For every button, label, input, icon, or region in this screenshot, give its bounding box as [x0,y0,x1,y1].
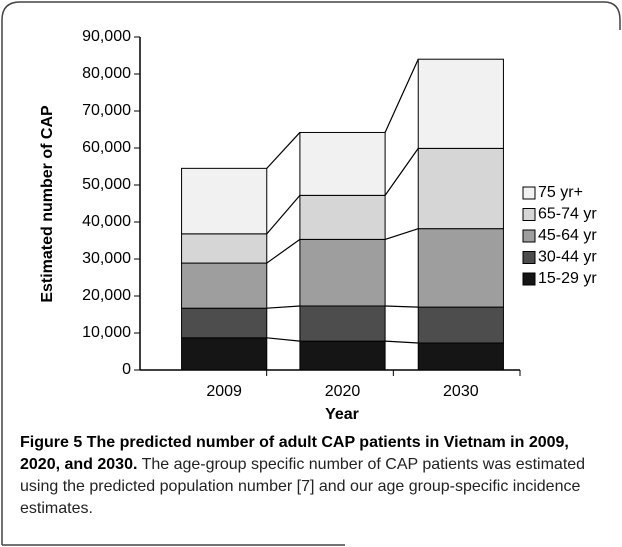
y-axis-title: Estimated number of CAP [39,105,56,303]
bar-segment [417,58,504,149]
bar-segment [181,233,268,264]
x-tick-label: 2009 [206,383,242,400]
connector [384,58,419,133]
connector [266,132,301,169]
y-tick-label: 90,000 [82,28,131,45]
y-tick-label: 70,000 [82,102,131,119]
connector [266,305,300,309]
bar-segment [299,305,386,342]
y-tick-label: 80,000 [82,65,131,82]
connector [384,148,419,196]
caption-text: The age-group specific number of CAP pat… [20,456,586,517]
connector [266,238,301,264]
legend-label: 75 yr+ [538,184,583,201]
legend-swatch [522,251,536,264]
bar-segment [417,306,504,344]
legend-label: 45-64 yr [538,227,597,244]
connector [266,194,301,235]
x-tick-label: 2020 [325,383,361,400]
y-tick-label: 50,000 [82,176,131,193]
bar-segment [417,228,504,308]
y-tick-label: 40,000 [82,213,131,230]
bar-segment [181,262,268,309]
x-axis-title: Year [325,406,359,423]
bar-segment [181,337,268,371]
bar-segment [299,131,386,196]
bar-segment [417,147,504,230]
y-tick-label: 0 [122,361,131,378]
bar-segment [299,194,386,240]
connector [384,228,419,240]
bar-segment [299,340,386,371]
connector [266,337,300,342]
legend-swatch [522,186,536,200]
caption-title: Figure 5 The predicted number of adult C… [20,434,569,473]
connector [385,340,419,344]
y-tick-label: 30,000 [82,250,131,267]
bar-segment [181,307,268,339]
bar-segment [417,342,504,371]
y-tick-label: 20,000 [82,287,131,304]
legend-swatch [522,229,536,243]
legend-label: 30-44 yr [538,249,597,266]
legend-swatch [522,272,536,286]
bar-segment [299,238,386,307]
bar-segment [181,167,268,235]
legend-swatch [522,208,536,221]
connector [385,305,419,308]
x-tick-label: 2030 [443,383,479,400]
legend-label: 65-74 yr [538,206,597,223]
caption: Figure 5 The predicted number of adult C… [20,432,610,520]
y-tick-label: 10,000 [82,324,131,341]
y-tick-label: 60,000 [82,139,131,156]
legend-label: 15-29 yr [538,270,597,287]
